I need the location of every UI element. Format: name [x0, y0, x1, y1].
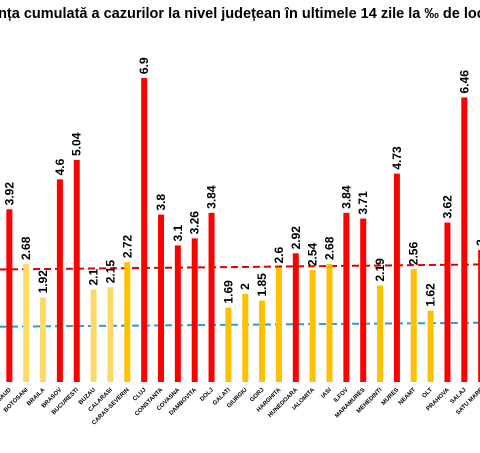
data-label: 6.46 — [457, 70, 471, 94]
bar-satu-mare — [478, 249, 480, 382]
data-label: 3.92 — [2, 182, 16, 206]
chart-title: ența cumulată a cazurilor la nivel județ… — [0, 6, 480, 22]
bar-mures — [393, 173, 400, 382]
category-label: OLT — [422, 387, 435, 400]
bar-brasov — [56, 179, 63, 382]
bar-neamt — [410, 269, 417, 382]
bar-caras-severin — [124, 262, 131, 382]
data-label: 2.1 — [87, 268, 101, 285]
category-label: DOLJ — [199, 387, 215, 403]
bar-gorj — [259, 300, 266, 382]
data-label: 2.56 — [407, 242, 421, 266]
bar-iasi — [326, 263, 333, 382]
bar-dolj — [208, 212, 215, 382]
data-label: 3.84 — [205, 185, 219, 209]
data-label: 5.04 — [70, 132, 84, 156]
data-label: 1.69 — [221, 280, 235, 304]
data-label: 6.9 — [137, 57, 151, 74]
data-label: 2.19 — [373, 258, 387, 282]
data-label: 1.92 — [36, 270, 50, 294]
data-label: 2.72 — [120, 235, 134, 259]
bar-dambovita — [191, 238, 198, 382]
category-label: IASI — [320, 387, 333, 400]
bar-ialomita — [309, 270, 316, 382]
bar-cluj — [141, 78, 148, 383]
bar-buzau — [90, 289, 97, 382]
bar-mehedinti — [377, 285, 384, 382]
data-label: 2.92 — [289, 226, 303, 250]
data-label: 3 — [474, 239, 480, 246]
bar-salaj — [461, 97, 468, 382]
bar-ilfov — [343, 212, 350, 382]
bar-giurgiu — [242, 293, 249, 382]
bar-galati — [225, 307, 232, 382]
bar-hunedoara — [292, 253, 299, 382]
data-label: 2 — [238, 283, 252, 290]
data-label: 4.73 — [390, 146, 404, 170]
data-label: 3.71 — [356, 191, 370, 215]
data-label: 3.8 — [154, 194, 168, 211]
data-label: 2.15 — [103, 260, 117, 284]
bar-maramures — [360, 218, 367, 382]
reference-line-1 — [0, 263, 480, 271]
data-label: 2.6 — [272, 246, 286, 263]
data-label: 2.68 — [323, 236, 337, 260]
bar-constanta — [158, 214, 164, 382]
bar-prahova — [444, 222, 451, 382]
data-label: 3.1 — [171, 224, 185, 241]
data-label: 3.26 — [188, 211, 202, 235]
data-label: 2.68 — [19, 236, 33, 260]
bar-bucuresti — [73, 159, 80, 382]
bar-bistrita-nasaud — [6, 209, 13, 382]
data-label: 4.6 — [53, 158, 67, 175]
data-label: 2.54 — [306, 242, 320, 266]
bar-olt — [427, 310, 434, 382]
category-label: MURES — [381, 387, 401, 407]
data-label: 3.84 — [339, 185, 353, 209]
bar-calarasi — [107, 287, 114, 382]
bar-harghita — [275, 267, 282, 382]
reference-line-2 — [0, 321, 480, 328]
bar-botosani — [23, 263, 30, 382]
data-label: 3.62 — [440, 195, 454, 219]
data-label: 1.85 — [255, 273, 269, 297]
bar-braila — [40, 297, 47, 382]
data-label: 1.62 — [424, 283, 438, 307]
category-label: NEAMT — [398, 387, 418, 407]
bar-covasna — [174, 245, 181, 382]
category-label: CLUJ — [132, 387, 147, 402]
